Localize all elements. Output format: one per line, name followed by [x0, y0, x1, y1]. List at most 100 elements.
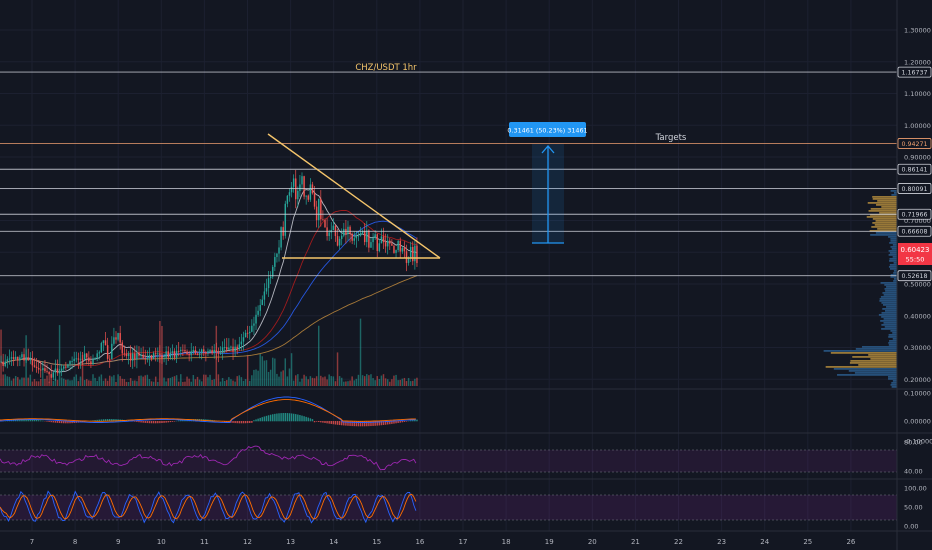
volume-profile-bar	[875, 220, 897, 222]
macd-histogram-bar	[259, 417, 261, 422]
macd-histogram-bar	[311, 419, 314, 422]
price-candles	[0, 169, 418, 384]
candle-body	[175, 350, 178, 358]
volume-profile-bar	[848, 370, 897, 372]
candle-body	[343, 228, 345, 236]
macd-histogram-bar	[301, 415, 303, 422]
volume-profile-bar	[892, 380, 897, 382]
macd-histogram-bar	[173, 421, 176, 422]
time-tick-label: 22	[674, 538, 683, 546]
candle-body	[121, 342, 123, 354]
candle-body	[382, 236, 385, 243]
volume-profile-bar	[885, 310, 897, 312]
time-tick-label: 9	[116, 538, 120, 546]
candle-body	[366, 230, 368, 243]
macd-tick-label: 0.00000	[904, 418, 931, 426]
candle-body	[23, 354, 25, 361]
volume-bar	[88, 380, 90, 386]
macd-histogram-bar	[29, 419, 32, 422]
macd-histogram-bar	[295, 414, 297, 422]
volume-bar	[79, 376, 82, 386]
volume-bar	[169, 377, 172, 386]
macd-histogram-bar	[409, 420, 412, 422]
macd-tick-label: -0.10000	[904, 438, 932, 446]
candle-body	[198, 353, 201, 355]
candle-body	[35, 366, 38, 368]
macd-histogram-bar	[230, 421, 232, 423]
candle-body	[169, 352, 172, 358]
candle-body	[44, 368, 46, 372]
macd-histogram-bar	[363, 421, 366, 427]
macd-histogram-bar	[366, 421, 368, 427]
volume-profile-bar	[890, 238, 897, 240]
volume-bar	[69, 380, 71, 386]
volume-bar	[257, 370, 259, 386]
volume-bar	[100, 374, 103, 386]
macd-histogram-bar	[368, 421, 370, 427]
candle-body	[77, 358, 80, 360]
candle-body	[40, 369, 42, 371]
macd-histogram-bar	[102, 419, 105, 422]
candle-body	[292, 178, 295, 187]
macd-histogram-bar	[157, 421, 159, 424]
candle-body	[332, 225, 335, 231]
time-tick-label: 23	[717, 538, 726, 546]
target-levels[interactable]	[0, 71, 897, 277]
volume-profile-bar	[889, 252, 897, 254]
macd-histogram-bar	[257, 418, 259, 422]
triangle-pattern[interactable]	[267, 133, 441, 259]
candle-body	[205, 351, 207, 354]
volume-bar	[267, 371, 270, 386]
macd-histogram-bar	[50, 421, 52, 423]
candle-body	[355, 235, 358, 239]
volume-profile-bar	[879, 298, 897, 300]
time-axis[interactable]: 7 8 9 10 11 12 13 14 15 16 17 18 19 20 21 22 23 24 25 26	[30, 538, 856, 546]
candle-body	[240, 341, 243, 345]
volume-bar	[353, 380, 355, 386]
candle-body	[347, 226, 349, 235]
volume-bar	[236, 376, 238, 386]
candle-body	[389, 240, 391, 244]
volume-profile-bar	[874, 224, 897, 226]
price-level-tags[interactable]: 1.16737 0.94271 0.86141 0.80091 0.71966 0.666…	[897, 66, 932, 282]
price-tick-label: 0.20000	[904, 376, 931, 384]
level-tag-label: 0.86141	[901, 167, 927, 174]
volume-bar	[263, 360, 266, 386]
current-price-tag[interactable]: 0.60423 55:50	[898, 243, 932, 265]
macd-histogram-bar	[152, 421, 155, 424]
candle-body	[140, 354, 142, 356]
stochastic-pane	[0, 490, 897, 524]
volume-bar	[288, 368, 291, 386]
chart-title: CHZ/USDT 1hr	[355, 63, 417, 73]
time-tick-label: 7	[30, 538, 34, 546]
volume-bar	[175, 375, 178, 386]
volume-profile-bar	[889, 258, 897, 260]
price-range-measure[interactable]: 0.31461 (50.23%) 31461	[507, 122, 588, 244]
candle-body	[136, 352, 138, 359]
level-tag-box	[897, 163, 932, 175]
volume-profile-bar	[890, 274, 897, 276]
volume-profile-bar	[880, 320, 897, 322]
candle-body	[338, 238, 341, 246]
macd-histogram-bar	[177, 420, 180, 422]
level-tag-box	[897, 66, 932, 78]
volume-bar	[338, 376, 341, 386]
volume-profile-bar	[888, 378, 897, 380]
candle-body	[177, 350, 180, 352]
macd-histogram-bar	[282, 413, 284, 422]
macd-histogram-bar	[303, 416, 305, 422]
level-tag-label: 0.80091	[901, 186, 927, 193]
candle-body	[397, 240, 399, 251]
triangle-upper-line[interactable]	[267, 133, 441, 259]
macd-histogram-bar	[21, 419, 23, 422]
volume-bar	[368, 375, 370, 386]
candle-body	[12, 357, 15, 359]
volume-bar	[173, 376, 176, 386]
macd-histogram-bar	[255, 419, 257, 422]
candle-body	[56, 368, 59, 374]
macd-histogram-bar	[140, 421, 142, 423]
volume-bar	[182, 381, 184, 386]
volume-bar	[372, 378, 374, 386]
